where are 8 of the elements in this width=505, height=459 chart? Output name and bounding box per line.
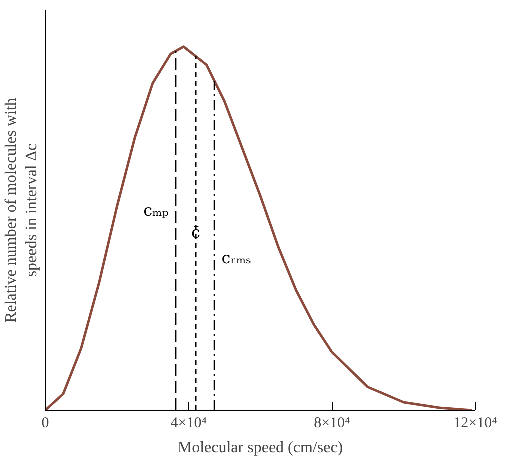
x-tick-label: 4×10⁴ (170, 416, 207, 432)
ref-line-label: cᵣₘₛ (222, 248, 252, 268)
x-tick-label: 12×10⁴ (454, 416, 498, 432)
x-tick-label: 0 (42, 416, 50, 432)
ref-line-label: cₘₚ (144, 201, 169, 220)
y-axis-title: Relative number of molecules with speeds in interval Δc (3, 98, 40, 323)
x-axis-title: Molecular speed (cm/sec) (178, 440, 344, 456)
x-tick-label: 8×10⁴ (314, 416, 350, 432)
